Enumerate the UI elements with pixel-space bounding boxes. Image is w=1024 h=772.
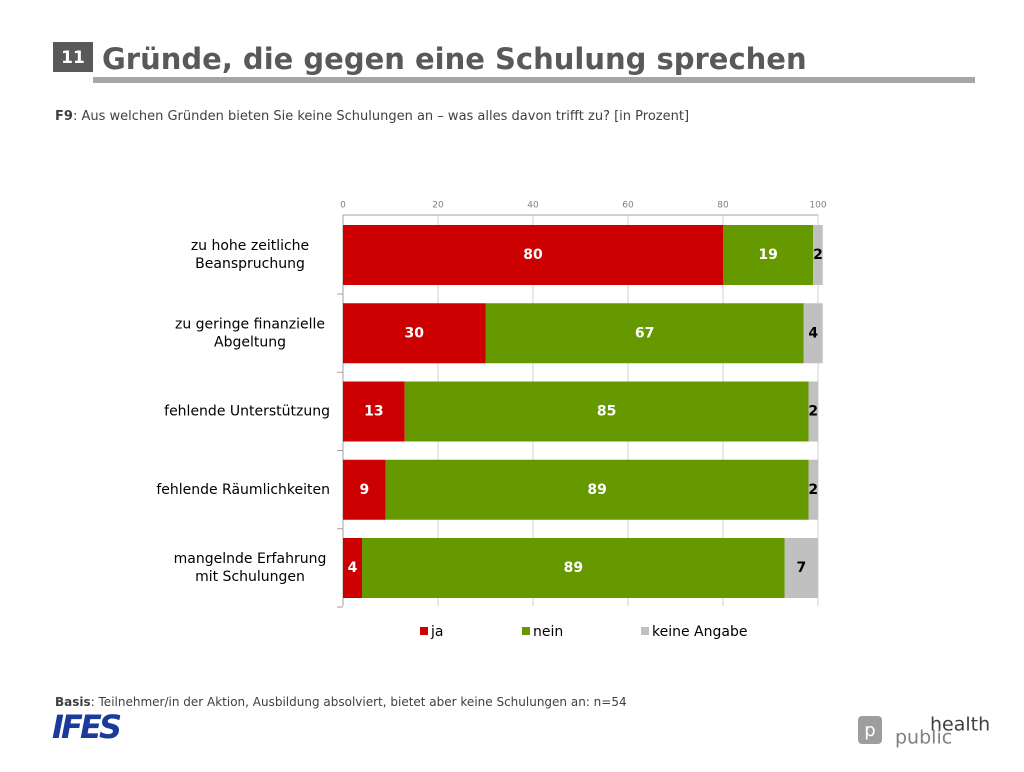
category-label: mangelnde Erfahrung mit Schulungen — [174, 551, 327, 585]
bar-segment — [803, 303, 823, 364]
data-label: 19 — [758, 247, 777, 263]
question-text: : Aus welchen Gründen bieten Sie keine S… — [73, 109, 689, 124]
bar-segment — [784, 538, 818, 598]
data-label: 4 — [348, 560, 358, 576]
category-label-line: fehlende Unterstützung — [164, 404, 330, 420]
bar-segment — [404, 381, 809, 442]
x-tick-label: 40 — [527, 201, 539, 211]
data-label: 89 — [564, 560, 583, 576]
category-label-line: zu geringe finanzielle — [175, 316, 325, 332]
data-label: 2 — [808, 482, 818, 498]
data-label: 85 — [597, 404, 616, 420]
data-label: 2 — [813, 247, 823, 263]
bar-segment — [385, 459, 809, 520]
data-label: 2 — [808, 404, 818, 420]
data-label: 67 — [635, 325, 654, 341]
category-label-line: mangelnde Erfahrung — [174, 551, 327, 567]
data-label: 89 — [587, 482, 606, 498]
category-label: fehlende Räumlichkeiten — [156, 482, 330, 498]
bar-segment — [343, 459, 386, 520]
logo-icon-text: p — [864, 720, 875, 741]
category-label-line: Abgeltung — [214, 334, 286, 350]
category-label: zu geringe finanzielle Abgeltung — [175, 316, 325, 350]
bar-segment — [808, 459, 818, 520]
legend-label: nein — [533, 624, 563, 640]
category-label: zu hohe zeitliche Beanspruchung — [191, 238, 309, 272]
category-label-line: zu hohe zeitliche — [191, 238, 309, 254]
question-label: F9 — [55, 109, 73, 124]
data-label: 80 — [523, 247, 543, 263]
legend-swatch — [420, 627, 428, 635]
chart: 0 20 40 60 80 100 zu hohe zeitliche Beanspruchu… — [156, 201, 827, 641]
data-label: 7 — [797, 560, 807, 576]
logo-health: health — [930, 714, 990, 736]
data-label: 9 — [360, 482, 370, 498]
basis-text: : Teilnehmer/in der Aktion, Ausbildung a… — [91, 695, 627, 709]
title-rule — [93, 77, 975, 83]
bar-segment — [808, 381, 818, 442]
bar-segment — [343, 538, 362, 598]
bar-segment — [343, 303, 486, 364]
category-label-line: mit Schulungen — [195, 569, 305, 585]
legend-swatch — [641, 627, 649, 635]
bar-segment — [362, 538, 785, 598]
data-label: 30 — [405, 325, 425, 341]
slide-number: 11 — [61, 48, 85, 68]
bar-segment — [343, 225, 723, 285]
x-tick-label: 0 — [340, 201, 346, 211]
bar-segment — [813, 225, 823, 285]
x-tick-label: 60 — [622, 201, 634, 211]
question: F9: Aus welchen Gründen bieten Sie keine… — [55, 109, 689, 124]
bar-segment — [485, 303, 804, 364]
x-tick-label: 100 — [809, 201, 826, 211]
x-tick-label: 20 — [432, 201, 444, 211]
legend-label: keine Angabe — [652, 624, 747, 640]
data-label: 13 — [364, 404, 383, 420]
category-label-line: fehlende Räumlichkeiten — [156, 482, 330, 498]
logo-icon — [858, 716, 882, 744]
bar-segment — [343, 381, 405, 442]
data-label: 4 — [808, 325, 818, 341]
legend-label: ja — [430, 624, 443, 640]
slide-number-box — [53, 42, 93, 72]
bar-segment — [723, 225, 814, 285]
basis-label: Basis — [55, 695, 91, 709]
legend-swatch — [522, 627, 530, 635]
basis: Basis: Teilnehmer/in der Aktion, Ausbild… — [55, 695, 627, 709]
title: Gründe, die gegen eine Schulung sprechen — [102, 42, 807, 76]
logo-ifes: IFES — [52, 708, 122, 746]
logo-public: public — [895, 727, 952, 749]
category-label: fehlende Unterstützung — [164, 404, 330, 420]
x-tick-label: 80 — [717, 201, 729, 211]
category-label-line: Beanspruchung — [195, 256, 305, 272]
